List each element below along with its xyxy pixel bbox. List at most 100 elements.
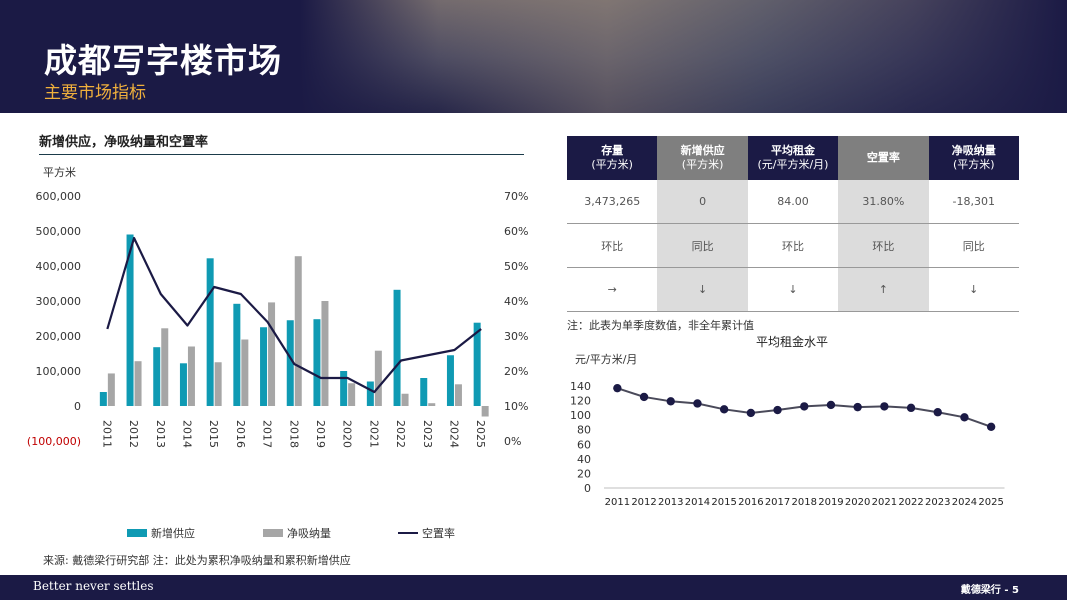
rent-x-tick-label: 2020 <box>845 497 870 508</box>
legend-label-supply: 新增供应 <box>151 527 195 540</box>
cell-compare-new-supply: 同比 <box>657 223 748 268</box>
header-net-absorption-label: 净吸纳量 <box>951 144 996 157</box>
rent-point <box>666 397 675 406</box>
bar-absorption <box>241 339 249 406</box>
bar-supply <box>286 320 294 406</box>
y2-tick-label: 40% <box>504 295 528 308</box>
header-net-absorption-unit: (平方米) <box>952 158 995 171</box>
rent-point <box>880 402 889 411</box>
bar-supply <box>420 378 428 406</box>
x-tick-label: 2017 <box>261 420 274 448</box>
y2-tick-label: 50% <box>504 260 528 273</box>
header-banner: 成都写字楼市场 主要市场指标 <box>0 0 1067 113</box>
table-note: 注：此表为单季度数值，非全年累计值 <box>567 319 754 332</box>
bar-supply <box>179 363 187 406</box>
cell-value-net-absorption: -18,301 <box>928 180 1019 224</box>
rent-x-tick-label: 2018 <box>792 497 817 508</box>
rent-x-tick-label: 2022 <box>898 497 923 508</box>
rent-x-tick-label: 2012 <box>631 497 656 508</box>
footer-bar <box>0 575 1067 600</box>
header-stock: 存量 (平方米) <box>567 136 658 180</box>
source-note: 来源: 戴德梁行研究部 注：此处为累积净吸纳量和累积新增供应 <box>43 554 351 567</box>
y-tick-label: 300,000 <box>36 295 82 308</box>
cell-compare-stock: 环比 <box>567 223 658 268</box>
bar-supply <box>126 234 134 406</box>
rent-point <box>906 403 916 413</box>
x-tick-label: 2018 <box>287 420 300 448</box>
rent-x-tick-label: 2021 <box>872 497 897 508</box>
rent-y-tick-label: 0 <box>584 482 591 495</box>
bar-absorption <box>428 403 436 406</box>
trend-arrow-icon-net-absorption: ↓ <box>928 267 1019 312</box>
bar-absorption <box>107 373 115 406</box>
bar-supply <box>153 347 161 406</box>
rent-x-tick-label: 2025 <box>978 497 1003 508</box>
y2-tick-label: 60% <box>504 225 528 238</box>
footer-tagline: Better never settles <box>33 579 154 593</box>
trend-arrow-icon-avg-rent: ↓ <box>747 267 839 312</box>
bar-absorption <box>374 350 382 406</box>
bar-absorption <box>321 301 329 406</box>
x-tick-label: 2021 <box>367 420 380 448</box>
cell-compare-vacancy: 环比 <box>838 223 929 268</box>
bar-supply <box>473 322 481 406</box>
bar-absorption <box>187 346 195 406</box>
cell-compare-net-absorption: 同比 <box>928 223 1019 268</box>
rent-y-tick-label: 60 <box>577 438 591 451</box>
header-avg-rent-unit: (元/平方米/月) <box>757 158 829 171</box>
rent-x-tick-label: 2014 <box>685 497 710 508</box>
legend-swatch-vacancy <box>398 532 418 534</box>
header-new-supply: 新增供应 (平方米) <box>657 136 748 180</box>
page-subtitle: 主要市场指标 <box>44 83 146 103</box>
x-tick-label: 2015 <box>207 420 220 448</box>
y2-tick-label: 70% <box>504 190 528 203</box>
table-row-values: 3,473,265 0 84.00 31.80% -18,301 <box>567 180 1019 224</box>
bar-absorption <box>268 302 276 406</box>
rent-point <box>693 399 702 408</box>
bar-supply <box>206 258 214 406</box>
rent-y-tick-label: 80 <box>577 424 591 437</box>
bar-supply <box>340 371 348 406</box>
bar-absorption <box>134 361 142 406</box>
rent-point <box>986 422 996 431</box>
y2-tick-label: 10% <box>504 400 528 413</box>
table-row-trend: → ↓ ↓ ↑ ↓ <box>567 267 1019 312</box>
header-stock-unit: (平方米) <box>591 158 633 171</box>
rent-x-tick-label: 2023 <box>925 497 950 508</box>
header-vacancy: 空置率 <box>838 136 929 180</box>
cell-compare-avg-rent: 环比 <box>747 223 839 268</box>
header-new-supply-unit: (平方米) <box>681 158 724 171</box>
y-axis-unit-label: 平方米 <box>43 165 76 179</box>
y-tick-label: 400,000 <box>36 260 82 273</box>
x-tick-label: 2024 <box>447 420 460 448</box>
legend-item-absorption: 净吸纳量 <box>263 525 331 541</box>
x-tick-label: 2012 <box>127 420 140 448</box>
rent-y-tick-label: 140 <box>570 380 591 393</box>
y2-tick-label: 20% <box>504 365 528 378</box>
rent-x-tick-label: 2011 <box>605 497 630 508</box>
rent-point <box>773 405 782 415</box>
bar-absorption <box>294 256 302 406</box>
x-tick-label: 2020 <box>341 420 354 448</box>
x-tick-label: 2022 <box>394 420 407 448</box>
header-photo <box>300 0 1067 113</box>
legend-item-supply: 新增供应 <box>127 525 195 541</box>
header-vacancy-label: 空置率 <box>866 151 900 164</box>
header-new-supply-label: 新增供应 <box>680 144 725 157</box>
bar-absorption <box>348 383 356 406</box>
rent-point <box>933 408 942 417</box>
chart-title-rule <box>39 154 524 155</box>
rent-point <box>719 405 729 414</box>
y-tick-label: 0 <box>74 400 81 413</box>
bar-absorption <box>454 384 462 406</box>
bar-supply <box>393 289 401 406</box>
rent-point <box>613 383 622 393</box>
rent-y-tick-label: 20 <box>577 467 591 480</box>
legend-label-absorption: 净吸纳量 <box>287 527 331 540</box>
x-tick-label: 2016 <box>234 420 247 448</box>
cell-value-new-supply: 0 <box>657 180 748 224</box>
bar-supply <box>233 303 241 406</box>
metrics-table: 存量 (平方米) 新增供应 (平方米) 平均租金 (元/平方米/月) 空置率 净吸纳量… <box>567 136 1019 312</box>
bar-absorption <box>214 362 222 406</box>
